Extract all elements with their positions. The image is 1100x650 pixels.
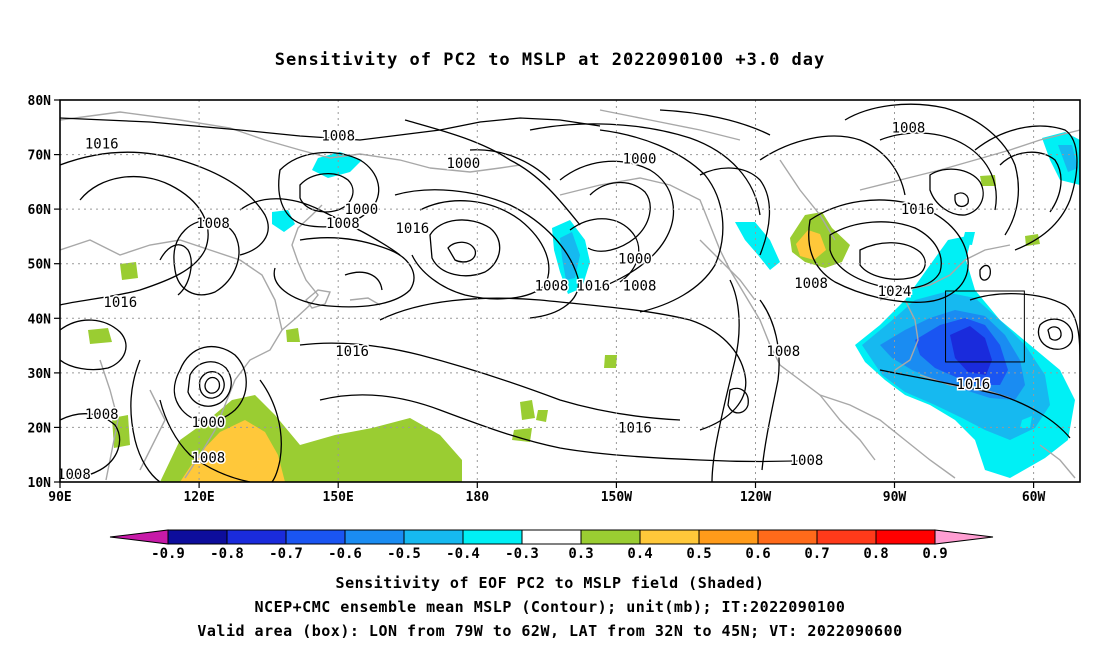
lon-label-120e: 120E: [183, 490, 214, 505]
colorbar-label: 0.6: [745, 546, 770, 562]
map-frame: [59, 99, 1081, 483]
colorbar-swatch: [462, 529, 523, 545]
colorbar-swatch: [344, 529, 405, 545]
caption-valid-area: Valid area (box): LON from 79W to 62W, L…: [197, 622, 903, 640]
latitude-labels: 80N 70N 60N 50N 40N 30N 20N 10N: [28, 94, 52, 491]
contour-label: 1008: [57, 467, 91, 483]
colorbar: [109, 529, 994, 545]
contour-label: 1008: [321, 128, 355, 144]
lon-label-60w: 60W: [1022, 490, 1046, 505]
colorbar-swatch: [875, 529, 936, 545]
colorbar-label: -0.3: [505, 546, 539, 562]
colorbar-label: -0.4: [446, 546, 480, 562]
colorbar-label: -0.5: [387, 546, 421, 562]
lat-label-30n: 30N: [28, 367, 52, 382]
lat-label-70n: 70N: [28, 149, 52, 164]
colorbar-low-triangle: [109, 529, 169, 545]
contour-label: 1000: [345, 202, 379, 218]
contour-label: 1016: [576, 279, 610, 295]
contour-label: 1008: [892, 120, 926, 136]
contour-label: 1000: [618, 251, 652, 267]
caption-shading: Sensitivity of EOF PC2 to MSLP field (Sh…: [335, 574, 765, 592]
colorbar-label: 0.5: [686, 546, 711, 562]
isobar-contours: [60, 103, 1080, 482]
caption-contour: NCEP+CMC ensemble mean MSLP (Contour); u…: [254, 598, 846, 616]
contour-label: 1016: [618, 420, 652, 436]
contour-label: 1008: [192, 450, 226, 466]
plot-title: Sensitivity of PC2 to MSLP at 2022090100…: [274, 50, 826, 70]
lat-label-80n: 80N: [28, 94, 52, 109]
contour-label: 1000: [192, 415, 226, 431]
contour-label: 1016: [396, 221, 430, 237]
colorbar-swatch: [580, 529, 641, 545]
contour-label: 1008: [535, 279, 569, 295]
coastlines: [60, 109, 1080, 481]
colorbar-swatch: [226, 529, 287, 545]
contour-label: 1008: [790, 453, 824, 469]
lon-label-90w: 90W: [883, 490, 907, 505]
lon-label-150e: 150E: [323, 490, 354, 505]
lat-label-10n: 10N: [28, 476, 52, 491]
contour-label: 1016: [335, 344, 369, 360]
lon-label-180: 180: [466, 490, 490, 505]
colorbar-label: 0.4: [627, 546, 652, 562]
colorbar-swatch: [167, 529, 228, 545]
axis-ticks: [54, 99, 1035, 488]
lat-label-50n: 50N: [28, 258, 52, 273]
sensitivity-shading: [88, 132, 1080, 482]
lon-label-150w: 150W: [601, 490, 632, 505]
colorbar-label: 0.7: [804, 546, 829, 562]
lat-label-40n: 40N: [28, 312, 52, 327]
colorbar-swatch: [285, 529, 346, 545]
longitude-labels: 90E 120E 150E 180 150W 120W 90W 60W: [48, 490, 1045, 505]
colorbar-label: 0.9: [922, 546, 947, 562]
colorbar-swatch: [757, 529, 818, 545]
contour-label: 1000: [623, 151, 657, 167]
contour-label: 1008: [623, 279, 657, 295]
colorbar-label: -0.8: [210, 546, 244, 562]
lat-label-60n: 60N: [28, 203, 52, 218]
colorbar-high-triangle: [934, 529, 994, 545]
contour-label: 1008: [85, 407, 119, 423]
contour-label: 1016: [85, 137, 119, 153]
contour-label: 1016: [901, 202, 935, 218]
contour-label: 1008: [794, 276, 828, 292]
colorbar-label: -0.9: [151, 546, 185, 562]
contour-label: 1016: [957, 377, 991, 393]
colorbar-swatch: [698, 529, 759, 545]
colorbar-swatch: [521, 529, 582, 545]
contour-label: 1000: [447, 156, 481, 172]
contour-label: 1024: [878, 284, 912, 300]
contour-label: 1008: [326, 216, 360, 232]
valid-area-box: [945, 290, 1025, 363]
lon-label-90e: 90E: [48, 490, 71, 505]
contour-label: 1016: [103, 295, 137, 311]
lon-label-120w: 120W: [740, 490, 771, 505]
colorbar-swatch: [639, 529, 700, 545]
contour-label: 1008: [766, 344, 800, 360]
colorbar-labels: -0.9 -0.8 -0.7 -0.6 -0.5 -0.4 -0.3 0.3 0…: [151, 546, 948, 562]
colorbar-swatch: [816, 529, 877, 545]
colorbar-swatch: [403, 529, 464, 545]
lat-lon-grid: [60, 100, 1080, 482]
contour-label: 1008: [196, 216, 230, 232]
lat-label-20n: 20N: [28, 421, 52, 436]
colorbar-label: 0.3: [568, 546, 593, 562]
colorbar-label: -0.6: [328, 546, 362, 562]
colorbar-label: -0.7: [269, 546, 303, 562]
colorbar-label: 0.8: [863, 546, 888, 562]
